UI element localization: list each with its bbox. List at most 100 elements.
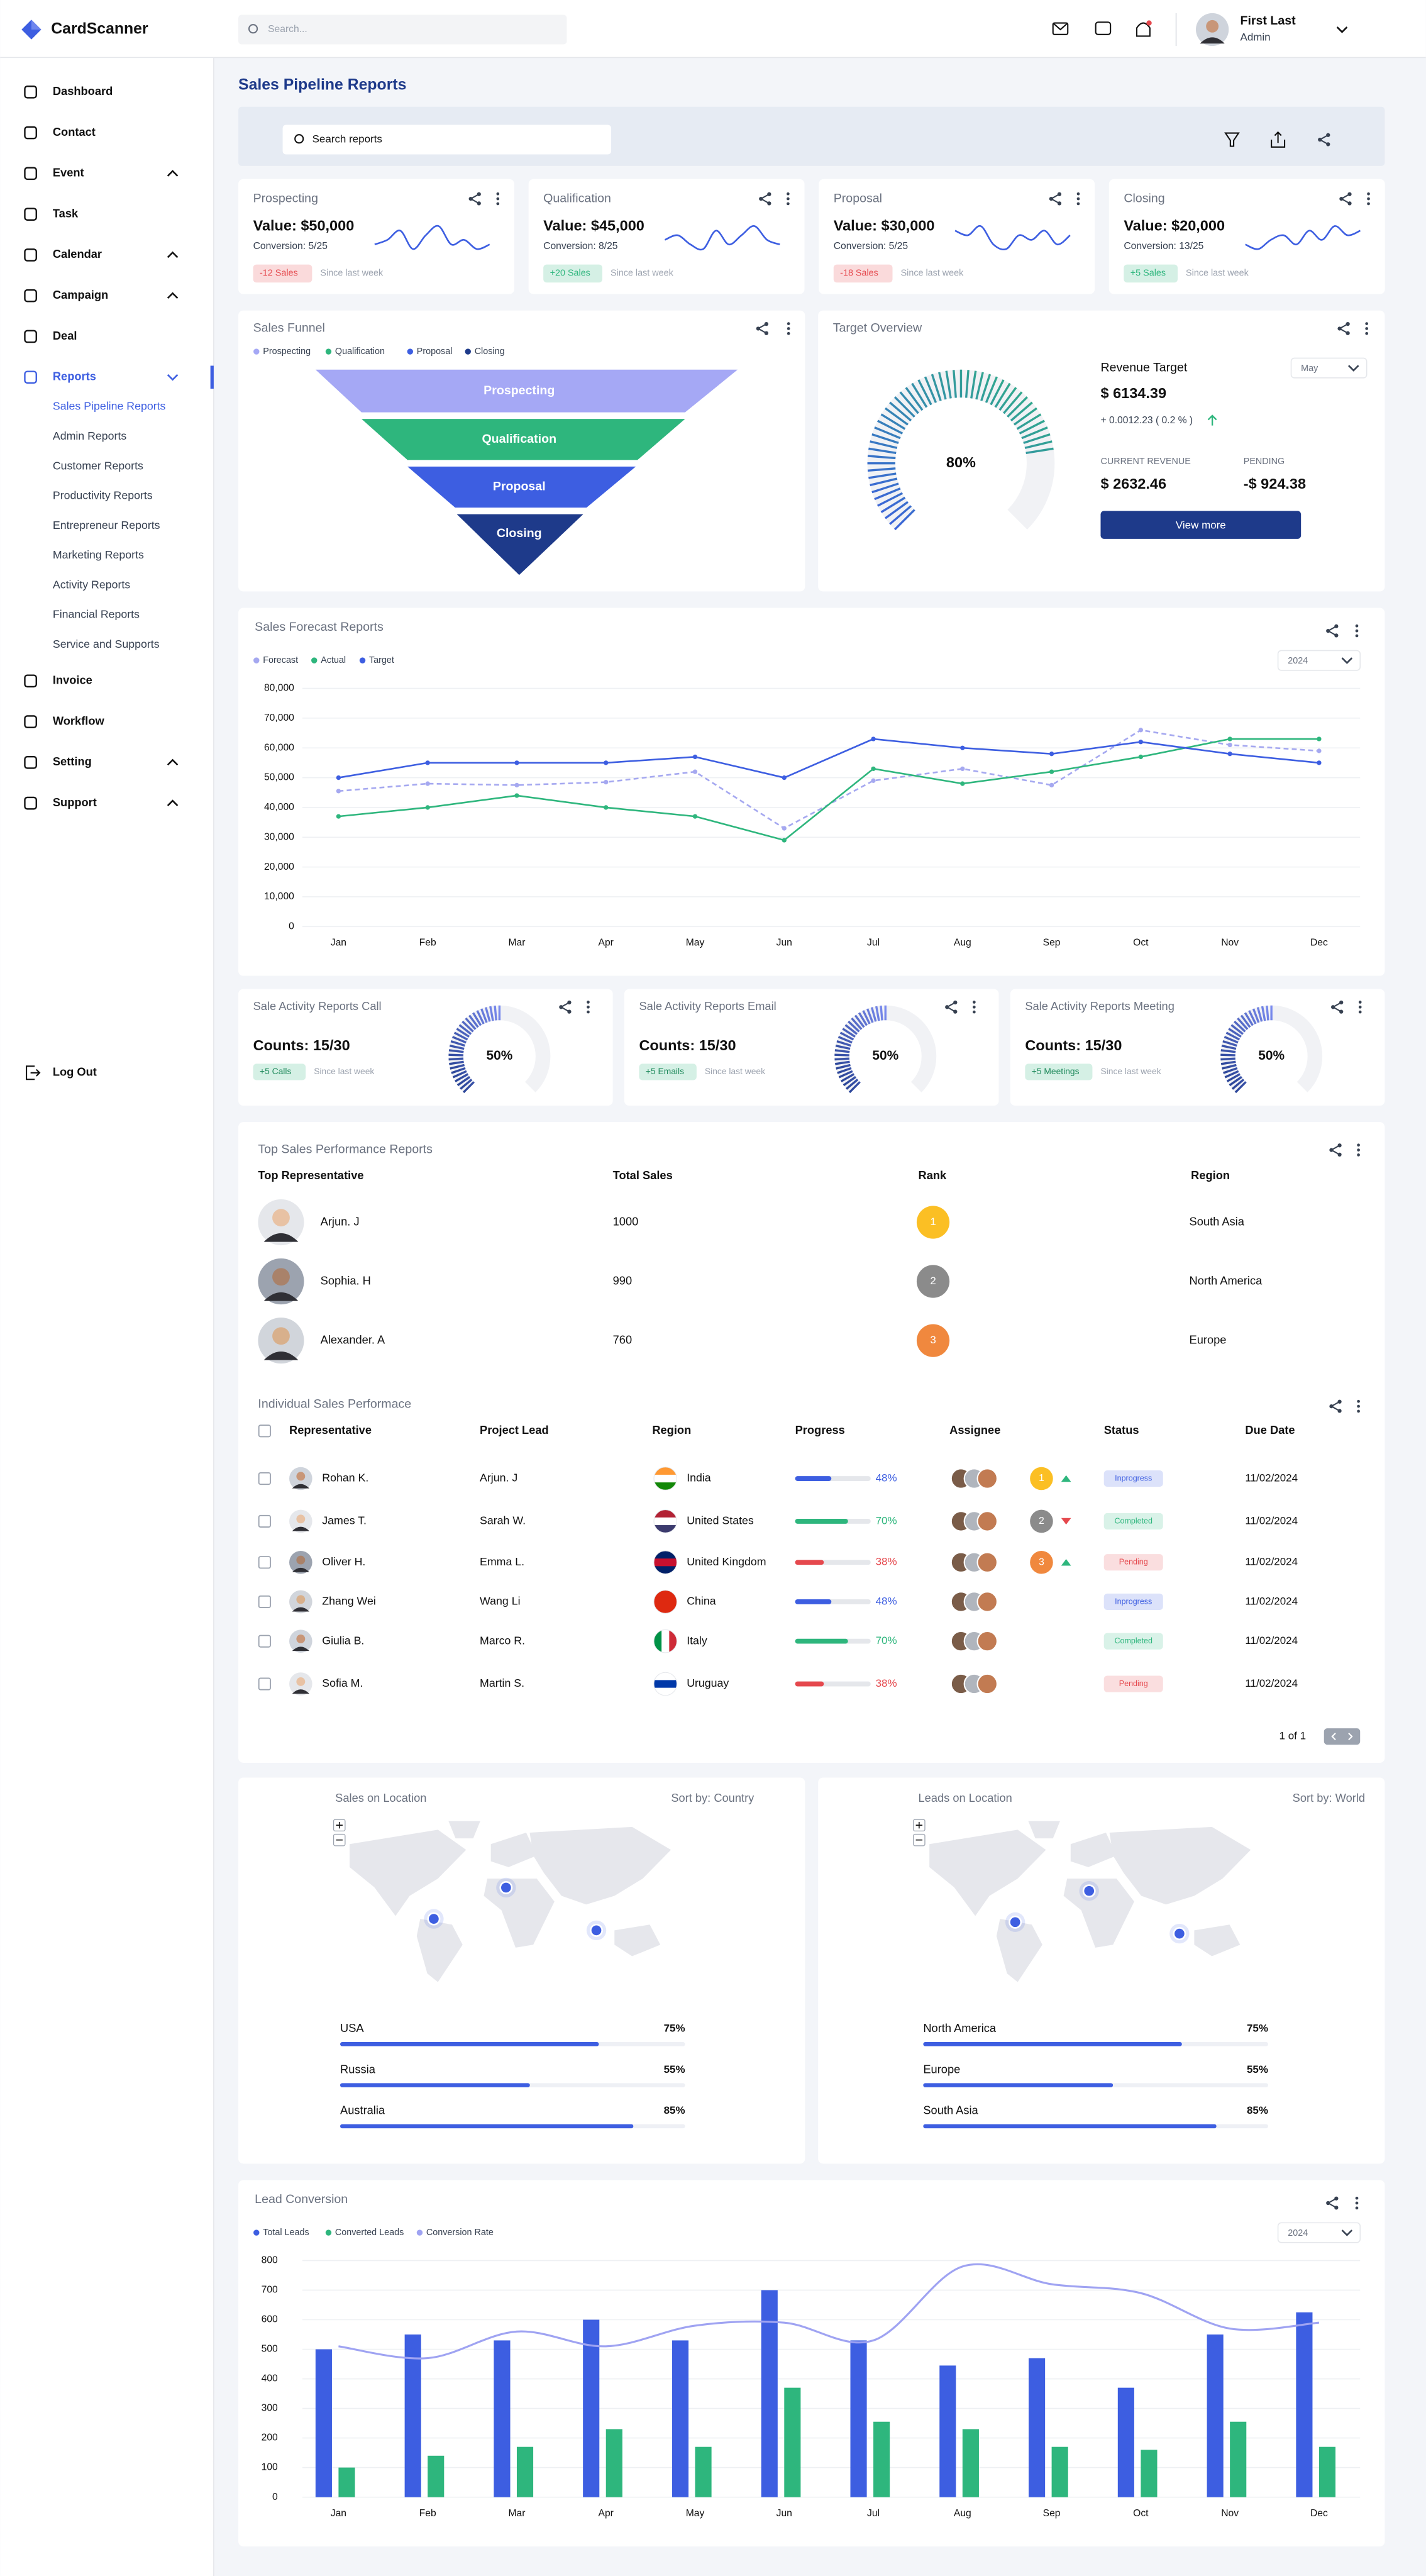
export-icon[interactable] — [1271, 131, 1286, 148]
more-button[interactable] — [972, 1001, 976, 1014]
share-button[interactable] — [1330, 1000, 1344, 1014]
page-buttons[interactable] — [1324, 1728, 1361, 1745]
view-more-label[interactable]: View more — [1176, 519, 1226, 531]
logout[interactable]: Log Out — [53, 1065, 97, 1079]
report-search-placeholder[interactable]: Search reports — [312, 133, 382, 145]
nav-item[interactable]: Calendar — [53, 247, 102, 260]
checkbox[interactable] — [258, 1514, 271, 1528]
nav-icon — [24, 796, 37, 810]
sort-by[interactable]: Sort by: Country — [671, 1791, 754, 1804]
share-button[interactable] — [945, 1000, 958, 1014]
chat-icon[interactable] — [1095, 21, 1112, 35]
share-button[interactable] — [1329, 1143, 1342, 1157]
report-search[interactable] — [282, 125, 612, 155]
nav-subitem[interactable]: Service and Supports — [53, 638, 160, 650]
nav-item[interactable]: Task — [53, 206, 79, 219]
more-button[interactable] — [1357, 1399, 1360, 1413]
nav-subitem[interactable]: Customer Reports — [53, 459, 143, 472]
card — [818, 310, 1385, 592]
select[interactable] — [1277, 650, 1361, 671]
series-point — [514, 760, 519, 765]
more-button[interactable] — [1358, 1001, 1362, 1014]
view-more-button[interactable] — [1100, 511, 1302, 539]
sort-by[interactable]: Sort by: World — [1293, 1791, 1365, 1804]
nav-item[interactable]: Invoice — [53, 674, 92, 687]
card-title: Target Overview — [833, 321, 922, 335]
nav-item[interactable]: Campaign — [53, 288, 108, 301]
flag-border — [653, 1590, 678, 1614]
map-dot — [1082, 1884, 1096, 1898]
more-button[interactable] — [1357, 1143, 1360, 1157]
nav-item[interactable]: Workflow — [53, 714, 105, 727]
nav-item[interactable]: Reports — [53, 370, 96, 383]
search-placeholder[interactable]: Search... — [268, 24, 307, 35]
nav-item[interactable]: Setting — [53, 755, 92, 768]
filter-icon[interactable] — [1224, 132, 1240, 147]
more-button[interactable] — [587, 1001, 590, 1014]
legend-label: Proposal — [417, 347, 453, 357]
checkbox[interactable] — [258, 1424, 271, 1438]
chevron — [1336, 26, 1348, 33]
share-node — [945, 1005, 949, 1009]
share-button[interactable] — [1337, 322, 1350, 335]
more-button[interactable] — [787, 322, 790, 335]
nav-subitem[interactable]: Marketing Reports — [53, 548, 144, 561]
kpi-badge: +20 Sales — [550, 269, 590, 279]
y-tick-label: 500 — [262, 2344, 278, 2355]
share-button[interactable] — [468, 192, 481, 206]
search-box[interactable] — [238, 14, 567, 45]
share-button[interactable] — [756, 322, 769, 335]
flag — [653, 1629, 677, 1653]
share-button[interactable] — [1339, 192, 1352, 206]
checkbox[interactable] — [258, 1635, 271, 1648]
nav-item[interactable]: Dashboard — [53, 84, 113, 97]
nav-subitem[interactable]: Productivity Reports — [53, 489, 153, 502]
more-button[interactable] — [1076, 192, 1080, 206]
select[interactable] — [1277, 2222, 1361, 2243]
checkbox[interactable] — [258, 1556, 271, 1569]
select-value[interactable]: 2024 — [1288, 2228, 1308, 2238]
select-value[interactable]: 2024 — [1288, 656, 1308, 666]
more-button[interactable] — [496, 192, 500, 206]
share-button[interactable] — [559, 1000, 572, 1014]
checkbox[interactable] — [258, 1677, 271, 1690]
bar — [695, 2446, 712, 2497]
x-tick-label: Aug — [954, 2508, 971, 2519]
dot — [1358, 1010, 1362, 1014]
more-button[interactable] — [1355, 2196, 1359, 2210]
checkbox[interactable] — [258, 1472, 271, 1485]
more-button[interactable] — [1367, 192, 1370, 206]
flag-stripe — [653, 1558, 677, 1567]
share-button[interactable] — [1049, 192, 1062, 206]
kpi-note: Since last week — [901, 269, 964, 279]
nav-subitem[interactable]: Admin Reports — [53, 430, 127, 442]
location-bar — [923, 2124, 1217, 2129]
more-button[interactable] — [787, 192, 790, 206]
nav-item[interactable]: Event — [53, 166, 84, 179]
nav-subitem[interactable]: Activity Reports — [53, 578, 130, 591]
dot — [1357, 1409, 1360, 1413]
share-button[interactable] — [1329, 1399, 1342, 1413]
nav-item[interactable]: Deal — [53, 329, 77, 342]
continent — [529, 1826, 672, 1905]
mail-icon[interactable] — [1052, 22, 1069, 35]
series-point — [1138, 728, 1144, 733]
bell-icon[interactable] — [1136, 22, 1151, 37]
nav-subitem[interactable]: Entrepreneur Reports — [53, 519, 160, 531]
more-button[interactable] — [1355, 624, 1359, 638]
nav-subitem[interactable]: Sales Pipeline Reports — [53, 400, 166, 413]
nav-item[interactable]: Contact — [53, 125, 96, 138]
nav-subitem[interactable]: Financial Reports — [53, 608, 140, 621]
x-tick-label: Nov — [1221, 2508, 1239, 2519]
nav-item[interactable]: Support — [53, 796, 97, 809]
share-node — [1347, 192, 1352, 196]
more-button[interactable] — [1365, 322, 1369, 335]
share-button[interactable] — [1318, 133, 1330, 147]
share-button[interactable] — [1326, 2196, 1339, 2210]
select-value[interactable]: May — [1301, 364, 1318, 374]
checkbox[interactable] — [258, 1595, 271, 1608]
share-button[interactable] — [759, 192, 771, 206]
share-button[interactable] — [1326, 624, 1339, 638]
flag-border — [653, 1467, 678, 1491]
select[interactable] — [1290, 357, 1368, 379]
